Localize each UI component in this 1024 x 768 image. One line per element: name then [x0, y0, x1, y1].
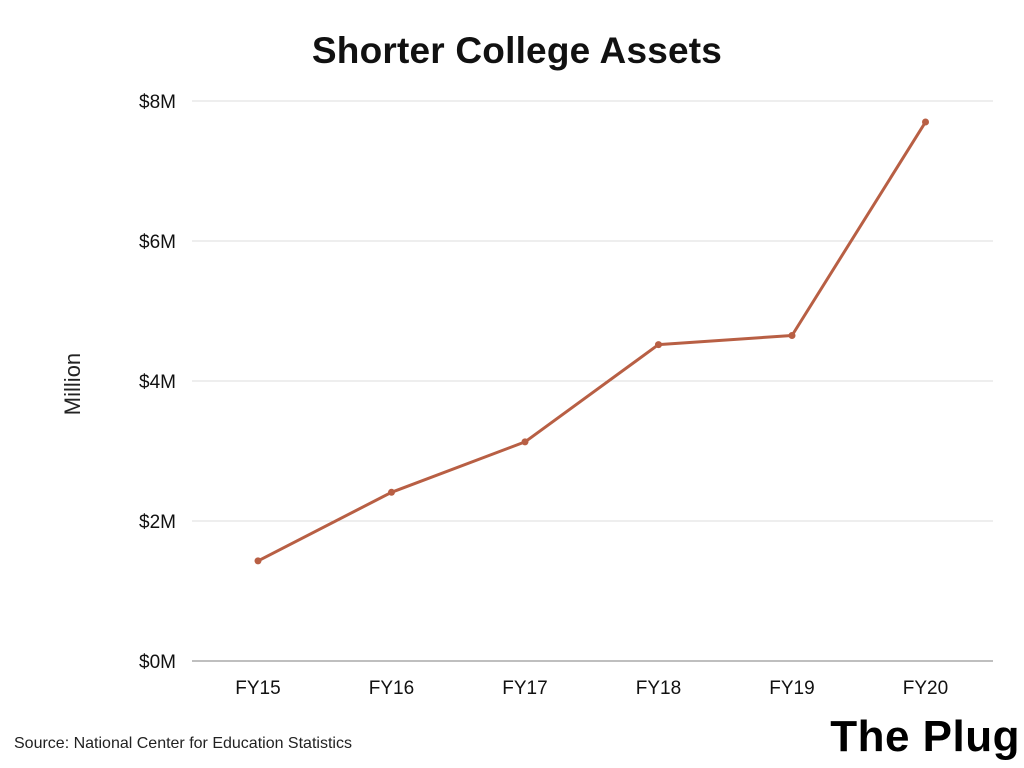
y-tick-label: $8M	[139, 92, 176, 113]
data-point	[521, 438, 529, 446]
y-tick-label: $0M	[139, 652, 176, 673]
y-tick-label: $6M	[139, 232, 176, 253]
data-point	[388, 488, 395, 496]
x-tick-label: FY18	[636, 678, 681, 699]
data-point	[922, 118, 929, 126]
y-tick-label: $4M	[139, 372, 176, 393]
x-tick-label: FY17	[502, 678, 547, 699]
x-axis: FY15 FY16 FY17 FY18 FY19 FY20	[235, 678, 948, 699]
x-tick-label: FY19	[769, 678, 814, 699]
y-tick-label: $2M	[139, 512, 176, 533]
data-point	[655, 341, 662, 349]
y-axis-title: Million	[60, 353, 85, 415]
source-note: Source: National Center for Education St…	[14, 735, 352, 752]
data-point	[254, 557, 262, 565]
series-line	[256, 120, 927, 563]
x-tick-label: FY16	[369, 678, 414, 699]
brand-logo: The Plug	[830, 712, 1020, 761]
series	[254, 118, 929, 565]
x-tick-label: FY20	[903, 678, 948, 699]
chart-title: Shorter College Assets	[311, 30, 723, 71]
y-axis: $0M $2M $4M $6M $8M	[139, 92, 176, 673]
data-point	[788, 332, 796, 339]
gridlines	[192, 100, 993, 662]
x-tick-label: FY15	[235, 678, 280, 699]
